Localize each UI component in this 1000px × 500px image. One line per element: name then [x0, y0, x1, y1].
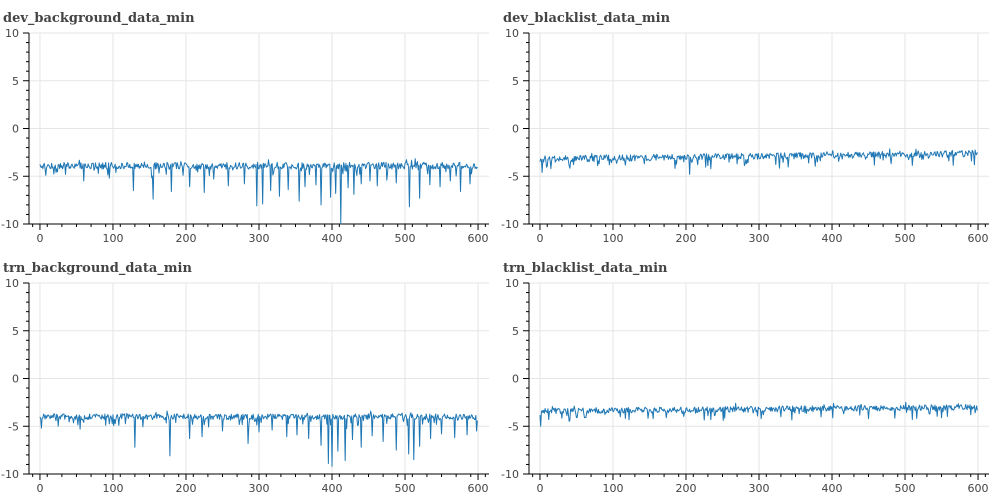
- y-tick-label: 10: [505, 27, 519, 40]
- x-tick-label: 500: [895, 232, 916, 245]
- x-tick-label: 400: [822, 482, 843, 495]
- x-tick-label: 400: [322, 482, 343, 495]
- x-tick-label: 200: [175, 482, 196, 495]
- x-tick-label: 500: [395, 482, 416, 495]
- x-tick-label: 300: [749, 482, 770, 495]
- x-tick-label: 200: [675, 232, 696, 245]
- series-line: [39, 410, 478, 467]
- y-tick-label: -10: [1, 218, 19, 231]
- x-tick-label: 100: [102, 232, 123, 245]
- y-tick-label: 0: [12, 123, 19, 136]
- chart-panel-trn-background: -10 -5 0 5 10 0 100 200 300 400 500 600 trn_backgro…: [0, 250, 500, 500]
- x-tick-label: 600: [968, 232, 989, 245]
- y-tick-label: -5: [508, 170, 519, 183]
- chart-title: trn_blacklist_data_min: [503, 261, 668, 276]
- y-tick-label: -5: [8, 170, 19, 183]
- y-tick-label: -5: [508, 420, 519, 433]
- x-tick-label: 500: [895, 482, 916, 495]
- y-tick-label: -10: [1, 468, 19, 481]
- x-tick-label: 600: [968, 482, 989, 495]
- x-tick-label: 400: [322, 232, 343, 245]
- chart-title: dev_blacklist_data_min: [503, 11, 671, 26]
- x-tick-label: 100: [102, 482, 123, 495]
- x-tick-label: 600: [468, 482, 489, 495]
- x-tick-label: 0: [36, 232, 43, 245]
- y-tick-label: 0: [512, 123, 519, 136]
- x-tick-label: 400: [822, 232, 843, 245]
- chart-panel-trn-blacklist: -10 -5 0 5 10 0 100 200 300 400 500 600 trn_blackli…: [500, 250, 1000, 500]
- series-line: [539, 401, 978, 427]
- y-tick-label: -5: [8, 420, 19, 433]
- y-tick-label: 10: [5, 277, 19, 290]
- y-tick-label: 5: [12, 75, 19, 88]
- series-line: [539, 148, 978, 175]
- y-tick-label: 10: [5, 27, 19, 40]
- x-tick-label: 100: [602, 232, 623, 245]
- y-tick-label: 0: [12, 373, 19, 386]
- x-tick-label: 0: [536, 482, 543, 495]
- y-tick-label: -10: [501, 468, 519, 481]
- x-tick-label: 100: [602, 482, 623, 495]
- y-tick-label: 5: [512, 325, 519, 338]
- y-tick-label: 10: [505, 277, 519, 290]
- chart-title: dev_background_data_min: [3, 11, 195, 26]
- x-tick-label: 600: [468, 232, 489, 245]
- x-tick-label: 200: [675, 482, 696, 495]
- y-tick-label: 5: [512, 75, 519, 88]
- chart-panel-dev-background: -10 -5 0 5 10 0 100 200 300 400 500 600 dev_backgro…: [0, 0, 500, 250]
- x-tick-label: 300: [749, 232, 770, 245]
- x-tick-label: 300: [249, 232, 270, 245]
- x-tick-label: 300: [249, 482, 270, 495]
- series-line: [39, 158, 478, 225]
- chart-title: trn_background_data_min: [3, 261, 192, 276]
- y-tick-label: 5: [12, 325, 19, 338]
- x-tick-label: 200: [175, 232, 196, 245]
- chart-panel-dev-blacklist: -10 -5 0 5 10 0 100 200 300 400 500 600 dev_blackli…: [500, 0, 1000, 250]
- y-tick-label: -10: [501, 218, 519, 231]
- x-tick-label: 0: [36, 482, 43, 495]
- x-tick-label: 0: [536, 232, 543, 245]
- x-tick-label: 500: [395, 232, 416, 245]
- y-tick-label: 0: [512, 373, 519, 386]
